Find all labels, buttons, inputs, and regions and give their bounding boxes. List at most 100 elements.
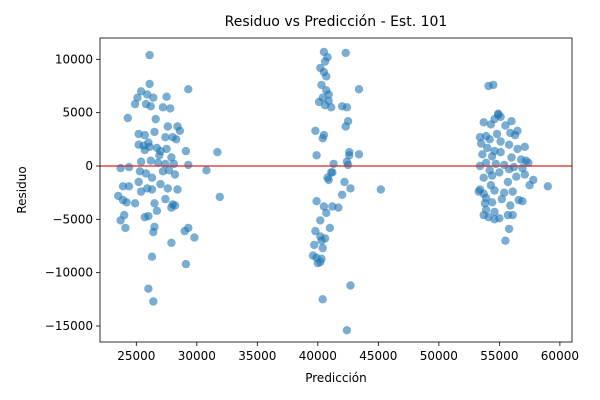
data-point xyxy=(343,160,353,170)
data-point xyxy=(181,146,191,156)
data-point xyxy=(320,57,330,66)
data-point xyxy=(167,238,176,247)
data-point xyxy=(329,159,338,169)
data-point xyxy=(123,113,132,123)
data-point xyxy=(512,172,521,181)
data-point xyxy=(354,85,364,94)
data-point xyxy=(345,151,354,160)
data-point xyxy=(479,118,488,127)
data-point xyxy=(164,166,174,175)
data-point xyxy=(490,186,499,195)
data-point xyxy=(318,295,327,304)
y-axis-ticks: −15000 −10000 −5000 0 5000 10000 xyxy=(45,52,100,333)
data-point xyxy=(325,223,335,233)
x-tick-label: 30000 xyxy=(178,349,216,363)
data-point xyxy=(118,182,128,191)
data-point xyxy=(317,236,326,245)
data-point xyxy=(136,187,146,196)
data-point xyxy=(162,92,171,101)
data-point xyxy=(497,194,506,204)
data-point xyxy=(150,199,159,208)
y-tick-label: 5000 xyxy=(62,106,93,120)
data-point xyxy=(485,135,494,144)
data-point xyxy=(477,139,486,148)
plot-frame xyxy=(99,37,573,343)
y-tick-label: −10000 xyxy=(45,266,93,280)
data-points xyxy=(114,47,552,335)
data-point xyxy=(149,227,158,237)
data-point xyxy=(317,80,326,90)
y-tick-label: 0 xyxy=(85,159,93,173)
data-point xyxy=(130,199,140,208)
data-point xyxy=(504,165,514,174)
data-point xyxy=(474,187,483,196)
data-point xyxy=(136,157,146,166)
data-point xyxy=(121,223,130,233)
data-point xyxy=(487,198,497,207)
data-point xyxy=(149,93,158,102)
x-tick-label: 35000 xyxy=(238,349,276,363)
data-point xyxy=(500,188,509,197)
x-axis-label: Predicción xyxy=(305,371,367,385)
data-point xyxy=(190,233,199,242)
data-point xyxy=(506,201,515,210)
data-point xyxy=(524,158,533,167)
data-point xyxy=(490,207,499,217)
data-point xyxy=(543,182,552,191)
data-point xyxy=(312,151,321,160)
data-point xyxy=(141,169,151,178)
data-point xyxy=(504,140,514,149)
data-point xyxy=(147,252,157,261)
data-point xyxy=(140,213,149,222)
data-point xyxy=(180,226,189,236)
data-point xyxy=(479,210,488,220)
data-point xyxy=(346,184,355,193)
data-point xyxy=(480,199,490,208)
data-point xyxy=(507,153,516,162)
data-point xyxy=(163,184,172,193)
data-point xyxy=(337,190,347,199)
data-point xyxy=(130,99,140,109)
data-point xyxy=(161,194,170,204)
data-point xyxy=(167,203,176,212)
data-point xyxy=(322,72,331,81)
data-point xyxy=(166,104,175,113)
data-point xyxy=(508,187,517,196)
data-point xyxy=(145,50,154,60)
data-point xyxy=(150,127,159,137)
data-point xyxy=(520,142,529,151)
data-point xyxy=(520,170,529,179)
data-point xyxy=(155,151,164,160)
data-point xyxy=(495,168,504,177)
data-point xyxy=(170,170,180,179)
x-tick-label: 50000 xyxy=(420,349,458,363)
data-point xyxy=(152,206,162,215)
data-point xyxy=(145,79,154,89)
data-point xyxy=(311,126,320,135)
data-point xyxy=(122,198,131,207)
data-point xyxy=(346,281,355,290)
data-point xyxy=(486,120,496,129)
data-point xyxy=(116,216,125,225)
data-point xyxy=(318,243,327,253)
y-axis-label: Residuo xyxy=(15,166,29,213)
data-point xyxy=(213,147,222,157)
data-point xyxy=(310,240,319,250)
data-point xyxy=(508,210,517,220)
data-point xyxy=(340,177,349,187)
data-point xyxy=(133,93,142,102)
data-point xyxy=(158,103,168,112)
data-point xyxy=(146,156,155,165)
data-point xyxy=(124,182,134,191)
data-point xyxy=(491,159,500,169)
data-point xyxy=(116,163,125,173)
data-point xyxy=(151,114,160,124)
data-point xyxy=(149,297,158,306)
data-point xyxy=(146,102,155,111)
y-tick-label: 10000 xyxy=(55,52,93,66)
x-tick-label: 40000 xyxy=(299,349,337,363)
data-point xyxy=(318,134,327,143)
data-point xyxy=(167,153,176,162)
data-point xyxy=(184,160,193,170)
